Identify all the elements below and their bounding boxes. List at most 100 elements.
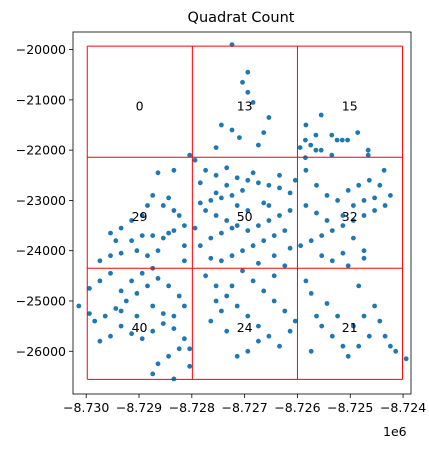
quadrat-count-label: 0 xyxy=(136,98,144,113)
data-point xyxy=(324,218,330,223)
data-point xyxy=(219,258,224,264)
data-point xyxy=(229,127,235,133)
data-point xyxy=(182,303,187,309)
data-point xyxy=(139,233,145,239)
data-point xyxy=(388,343,393,349)
data-point xyxy=(134,313,140,319)
data-point xyxy=(118,288,124,294)
data-point xyxy=(224,328,230,334)
x-tick-label: −8.726 xyxy=(274,400,320,415)
data-point xyxy=(356,343,362,349)
x-axis: −8.730 −8.729 −8.728 −8.727 −8.726 −8.725 −8.7… xyxy=(63,394,426,415)
data-point xyxy=(197,243,203,249)
y-tick-label: −21000 xyxy=(16,92,66,107)
chart-title: Quadrat Count xyxy=(188,10,295,26)
data-point xyxy=(150,328,156,334)
data-point xyxy=(245,89,251,95)
data-point xyxy=(303,122,309,128)
data-point xyxy=(250,170,256,176)
data-point xyxy=(271,273,277,279)
x-tick-label: −8.724 xyxy=(380,400,426,415)
data-point xyxy=(345,263,351,269)
data-point xyxy=(171,376,177,382)
data-point xyxy=(313,132,319,138)
data-point xyxy=(329,258,335,264)
data-point xyxy=(266,218,272,223)
data-point xyxy=(150,371,156,377)
data-point xyxy=(213,172,219,178)
data-point xyxy=(261,130,267,136)
data-point xyxy=(345,137,350,143)
data-point xyxy=(292,177,298,183)
data-point xyxy=(182,336,187,342)
data-point xyxy=(213,283,219,289)
data-point xyxy=(340,250,346,256)
data-point xyxy=(224,218,230,223)
data-point xyxy=(266,333,272,339)
data-point xyxy=(234,223,240,229)
data-point xyxy=(208,198,214,203)
data-point xyxy=(340,343,346,349)
data-point xyxy=(245,313,251,319)
data-point xyxy=(92,318,98,324)
data-point xyxy=(118,225,124,231)
data-point xyxy=(134,248,140,254)
data-point xyxy=(308,291,314,296)
data-point xyxy=(277,172,282,178)
data-point xyxy=(108,270,113,276)
data-point xyxy=(282,263,288,269)
data-point xyxy=(351,203,356,208)
data-point xyxy=(237,135,242,141)
data-point xyxy=(339,137,345,143)
data-point xyxy=(182,223,187,229)
data-point xyxy=(224,182,230,188)
data-point xyxy=(271,298,277,304)
data-point xyxy=(256,180,261,186)
data-point xyxy=(240,268,245,274)
data-point xyxy=(382,333,388,339)
quadrat-count-label: 13 xyxy=(237,98,253,113)
data-point xyxy=(324,193,330,198)
data-point xyxy=(208,255,214,261)
y-tick-label: −26000 xyxy=(16,344,66,359)
quadrat-count-label: 15 xyxy=(342,98,358,113)
data-point xyxy=(297,145,303,151)
data-point xyxy=(303,137,308,143)
data-point xyxy=(187,346,193,352)
data-point xyxy=(129,331,135,337)
data-point xyxy=(345,353,351,359)
data-point xyxy=(224,165,230,171)
data-point xyxy=(256,260,261,266)
data-point xyxy=(372,303,377,309)
data-point xyxy=(129,238,135,244)
y-axis: −20000 −21000 −22000 −23000 −24000 −25000 −260… xyxy=(16,42,73,359)
data-point xyxy=(277,343,282,349)
data-point xyxy=(250,243,256,249)
data-point xyxy=(134,291,140,296)
y-tick-label: −22000 xyxy=(16,143,66,158)
data-point xyxy=(303,203,309,208)
data-point xyxy=(287,190,293,196)
data-point xyxy=(245,228,251,234)
y-tick-label: −20000 xyxy=(16,42,66,57)
data-point xyxy=(381,167,387,173)
y-tick-label: −23000 xyxy=(16,193,66,208)
data-point xyxy=(229,225,235,231)
data-point xyxy=(282,228,288,234)
quadrat-count-label: 29 xyxy=(132,209,148,224)
quadrat-count-label: 50 xyxy=(237,209,253,224)
data-point xyxy=(187,152,193,158)
data-point xyxy=(361,248,367,254)
data-point xyxy=(203,167,209,173)
data-point xyxy=(166,195,172,201)
data-point xyxy=(87,311,92,316)
data-point xyxy=(329,132,335,138)
data-point xyxy=(234,175,240,181)
data-point xyxy=(219,195,224,201)
data-point xyxy=(139,213,145,218)
data-point xyxy=(176,213,182,218)
data-point xyxy=(308,238,314,244)
data-point xyxy=(319,323,325,329)
data-point xyxy=(256,223,261,229)
data-point xyxy=(160,311,166,316)
